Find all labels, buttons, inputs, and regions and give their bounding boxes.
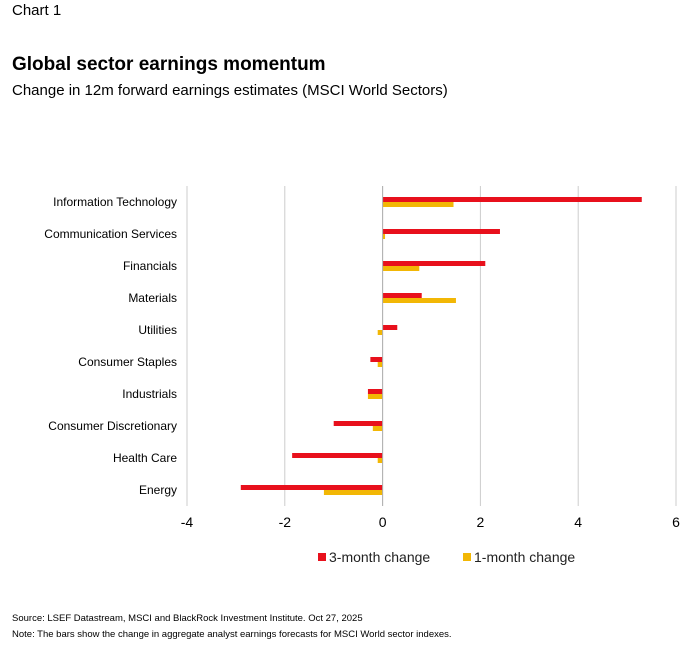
category-label: Industrials (122, 387, 177, 401)
category-label: Consumer Discretionary (48, 419, 177, 433)
bar-3-month (367, 389, 383, 394)
legend-swatch-3-month (318, 553, 326, 561)
bar-1-month (372, 426, 383, 431)
chart-note: Note: The bars show the change in aggreg… (12, 629, 452, 640)
x-tick-label: 6 (672, 514, 680, 530)
bar-1-month (382, 234, 386, 239)
category-label: Utilities (138, 323, 177, 337)
legend-label: 1-month change (474, 549, 575, 565)
bar-1-month (323, 490, 383, 495)
bar-1-month (377, 362, 383, 367)
x-tick-label: -2 (279, 514, 292, 530)
bar-3-month (292, 453, 383, 458)
legend-swatch-1-month (463, 553, 471, 561)
bar-3-month (333, 421, 383, 426)
bar-3-month (382, 197, 642, 202)
x-tick-label: 0 (379, 514, 387, 530)
category-label: Health Care (113, 451, 177, 465)
category-label: Financials (123, 259, 177, 273)
chart-subtitle: Change in 12m forward earnings estimates… (12, 82, 448, 99)
chart-label: Chart 1 (12, 2, 62, 19)
bar-3-month (382, 293, 422, 298)
bar-3-month (382, 325, 398, 330)
category-label: Consumer Staples (78, 355, 177, 369)
earnings-momentum-chart: Information Technology Communication Serv… (44, 186, 680, 565)
bar-1-month (367, 394, 383, 399)
bar-1-month (382, 202, 454, 207)
legend-label: 3-month change (329, 549, 430, 565)
category-label: Energy (139, 483, 177, 497)
chart-title: Global sector earnings momentum (12, 54, 326, 75)
bar-1-month (377, 458, 383, 463)
category-label: Information Technology (53, 195, 177, 209)
source-note: Source: LSEF Datastream, MSCI and BlackR… (12, 613, 363, 624)
bar-3-month (370, 357, 383, 362)
x-tick-label: 2 (477, 514, 485, 530)
bar-3-month (382, 261, 486, 266)
bar-1-month (377, 330, 383, 335)
x-tick-label: 4 (574, 514, 582, 530)
bar-1-month (382, 298, 456, 303)
x-tick-label: -4 (181, 514, 194, 530)
bar-3-month (240, 485, 383, 490)
bar-1-month (382, 266, 420, 271)
category-label: Communication Services (44, 227, 177, 241)
bar-3-month (382, 229, 500, 234)
category-label: Materials (128, 291, 177, 305)
